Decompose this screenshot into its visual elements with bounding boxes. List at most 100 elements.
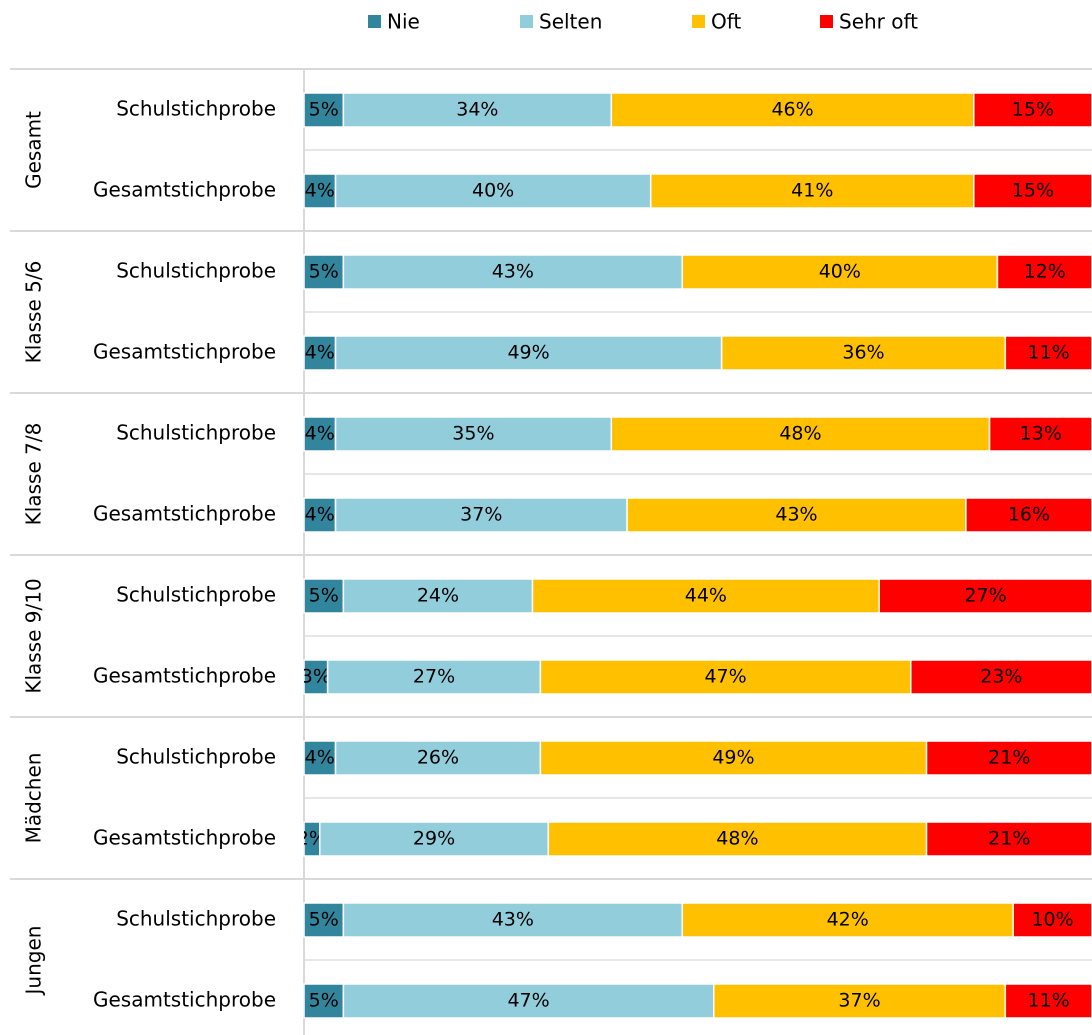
bar-segment — [547, 821, 928, 857]
bar-segment — [988, 416, 1092, 452]
bar-segment — [303, 902, 345, 938]
bar-segment — [681, 254, 999, 290]
value-label: 12% — [1024, 261, 1066, 283]
legend-swatch — [692, 15, 705, 28]
legend-label: Oft — [711, 10, 741, 34]
group-label: Mädchen — [22, 753, 46, 844]
value-label: 44% — [685, 585, 727, 607]
value-label: 15% — [1012, 99, 1054, 121]
bar-segment — [1004, 335, 1092, 371]
value-label: 41% — [791, 180, 833, 202]
value-label: 11% — [1028, 990, 1070, 1012]
value-label: 37% — [838, 990, 880, 1012]
bar-segment — [910, 659, 1092, 695]
bar-segment — [342, 578, 534, 614]
value-label: 4% — [305, 342, 335, 364]
value-label: 5% — [309, 990, 339, 1012]
bar-segment — [531, 578, 880, 614]
category-label: Gesamtstichprobe — [93, 178, 276, 202]
value-label: 15% — [1012, 180, 1054, 202]
bar-segment — [539, 659, 912, 695]
bar-segment — [713, 983, 1007, 1019]
bar-segment — [973, 92, 1092, 128]
bar-segment — [1004, 983, 1092, 1019]
value-label: 47% — [704, 666, 746, 688]
legend-swatch — [368, 15, 381, 28]
bar-segment — [1012, 902, 1092, 938]
bar-segment — [334, 740, 542, 776]
legend-label: Sehr oft — [839, 10, 918, 34]
value-label: 26% — [417, 747, 459, 769]
bar-segment — [303, 254, 345, 290]
value-label: 3% — [301, 666, 331, 688]
category-label: Schulstichprobe — [116, 745, 276, 769]
category-label: Schulstichprobe — [116, 259, 276, 283]
category-label: Gesamtstichprobe — [93, 988, 276, 1012]
legend-swatch — [520, 15, 533, 28]
bar-segment — [326, 659, 542, 695]
value-label: 4% — [305, 423, 335, 445]
value-label: 10% — [1031, 909, 1073, 931]
group-label: Gesamt — [22, 111, 46, 189]
category-label: Gesamtstichprobe — [93, 664, 276, 688]
value-label: 37% — [460, 504, 502, 526]
bar-segment — [334, 416, 613, 452]
value-label: 34% — [456, 99, 498, 121]
value-label: 5% — [309, 261, 339, 283]
group-label: Klasse 9/10 — [22, 578, 46, 693]
value-label: 36% — [842, 342, 884, 364]
value-label: 5% — [309, 909, 339, 931]
bar-segment — [539, 740, 928, 776]
bar-segment — [965, 497, 1092, 533]
category-label: Gesamtstichprobe — [93, 340, 276, 364]
category-label: Schulstichprobe — [116, 583, 276, 607]
bar-segment — [610, 92, 975, 128]
bar-segment — [334, 173, 652, 209]
bar-segment — [342, 983, 715, 1019]
value-label: 48% — [779, 423, 821, 445]
value-label: 49% — [712, 747, 754, 769]
value-label: 21% — [988, 747, 1030, 769]
value-label: 16% — [1008, 504, 1050, 526]
bar-segment — [303, 173, 337, 209]
category-label: Gesamtstichprobe — [93, 502, 276, 526]
category-label: Schulstichprobe — [116, 97, 276, 121]
legend-label: Selten — [539, 10, 602, 34]
value-label: 24% — [417, 585, 459, 607]
value-label: 2% — [297, 828, 327, 850]
value-label: 23% — [980, 666, 1022, 688]
group-label: Klasse 5/6 — [22, 261, 46, 364]
bar-segment — [925, 740, 1092, 776]
value-label: 43% — [492, 909, 534, 931]
category-label: Schulstichprobe — [116, 421, 276, 445]
bar-segment — [334, 497, 628, 533]
bar-segment — [610, 416, 991, 452]
value-label: 4% — [305, 180, 335, 202]
value-label: 48% — [716, 828, 758, 850]
value-label: 13% — [1020, 423, 1062, 445]
bar-segment — [342, 92, 613, 128]
value-label: 42% — [827, 909, 869, 931]
value-label: 27% — [413, 666, 455, 688]
value-label: 40% — [819, 261, 861, 283]
bar-segment — [303, 983, 345, 1019]
group-label: Klasse 7/8 — [22, 423, 46, 526]
value-label: 35% — [452, 423, 494, 445]
value-label: 43% — [492, 261, 534, 283]
category-label: Schulstichprobe — [116, 907, 276, 931]
value-label: 5% — [309, 99, 339, 121]
value-label: 29% — [413, 828, 455, 850]
legend-label: Nie — [387, 10, 420, 34]
value-label: 47% — [507, 990, 549, 1012]
bar-segment — [925, 821, 1092, 857]
bar-segment — [342, 254, 683, 290]
value-label: 49% — [507, 342, 549, 364]
value-label: 46% — [771, 99, 813, 121]
bar-segment — [342, 902, 683, 938]
value-label: 21% — [988, 828, 1030, 850]
bar-segment — [996, 254, 1092, 290]
value-label: 4% — [305, 747, 335, 769]
value-label: 5% — [309, 585, 339, 607]
legend-swatch — [820, 15, 833, 28]
